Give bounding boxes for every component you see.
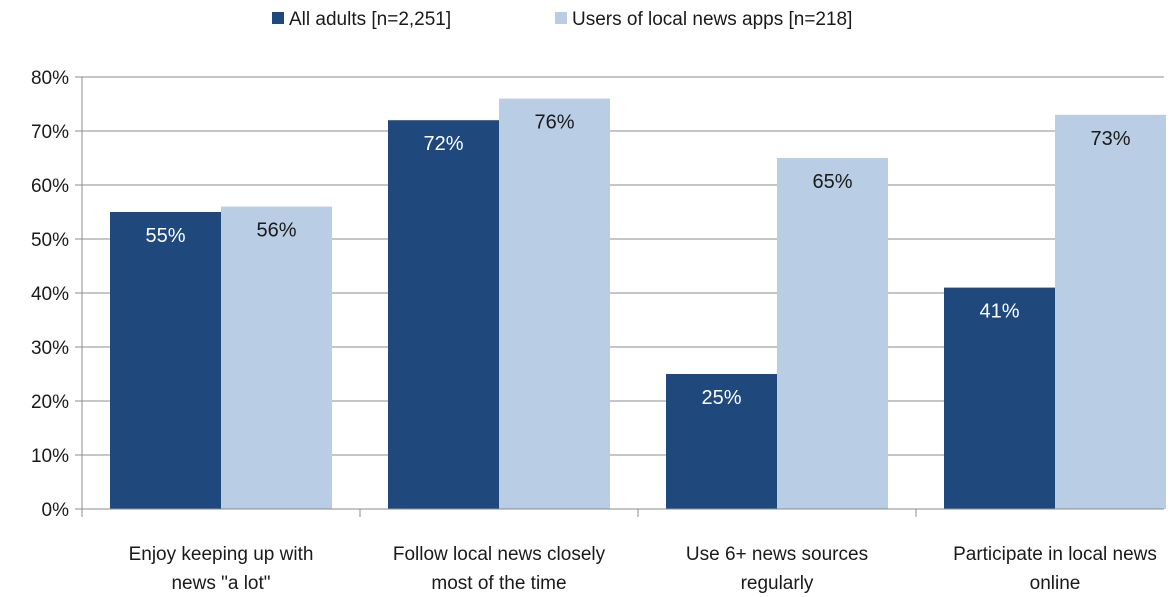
- y-tick-label: 30%: [31, 338, 69, 359]
- legend-swatch: [272, 12, 284, 24]
- data-label: 73%: [1090, 128, 1130, 150]
- data-label: 41%: [979, 301, 1019, 323]
- legend-swatch: [555, 12, 567, 24]
- category-label: Use 6+ news sources regularly: [686, 544, 868, 594]
- legend-label: Users of local news apps [n=218]: [572, 9, 852, 30]
- y-tick-label: 50%: [31, 230, 69, 251]
- bar: [499, 98, 610, 509]
- data-label: 65%: [812, 171, 852, 193]
- y-tick-label: 40%: [31, 284, 69, 305]
- category-label-line: online: [1030, 573, 1081, 594]
- bar: [777, 158, 888, 509]
- y-tick-label: 60%: [31, 176, 69, 197]
- category-label-line: news "a lot": [171, 573, 270, 594]
- bar: [221, 206, 332, 509]
- bar: [1055, 114, 1166, 510]
- category-label-line: Use 6+ news sources: [686, 544, 868, 565]
- category-label-line: Participate in local news: [953, 544, 1157, 565]
- y-tick-label: 10%: [31, 446, 69, 467]
- y-tick-label: 80%: [31, 68, 69, 89]
- bars: [110, 98, 1166, 510]
- category-label: Follow local news closely most of the tim…: [393, 544, 606, 594]
- x-axis: Enjoy keeping up with news "a lot" Follow …: [81, 508, 1164, 594]
- data-label: 55%: [145, 225, 185, 247]
- data-labels: 55% 56% 72% 76% 25% 65% 41% 73%: [145, 112, 1130, 409]
- y-tick-label: 0%: [42, 500, 70, 521]
- legend-label: All adults [n=2,251]: [289, 9, 451, 30]
- bar: [388, 120, 499, 509]
- category-label-line: Follow local news closely: [393, 544, 606, 565]
- category-label-line: regularly: [741, 573, 814, 594]
- category-label-line: Enjoy keeping up with: [129, 544, 314, 565]
- bar: [944, 287, 1055, 509]
- legend: All adults [n=2,251] Users of local news …: [272, 9, 852, 30]
- y-axis: 0% 10% 20% 30% 40% 50% 60% 70% 80%: [31, 68, 83, 521]
- y-tick-label: 20%: [31, 392, 69, 413]
- category-label: Enjoy keeping up with news "a lot": [129, 544, 314, 594]
- y-tick-label: 70%: [31, 122, 69, 143]
- data-label: 25%: [701, 387, 741, 409]
- category-label-line: most of the time: [431, 573, 566, 594]
- data-label: 76%: [534, 112, 574, 134]
- data-label: 72%: [423, 133, 463, 155]
- category-label: Participate in local news online: [953, 544, 1157, 594]
- data-label: 56%: [256, 220, 296, 242]
- bar: [110, 212, 221, 509]
- bar: [666, 374, 777, 509]
